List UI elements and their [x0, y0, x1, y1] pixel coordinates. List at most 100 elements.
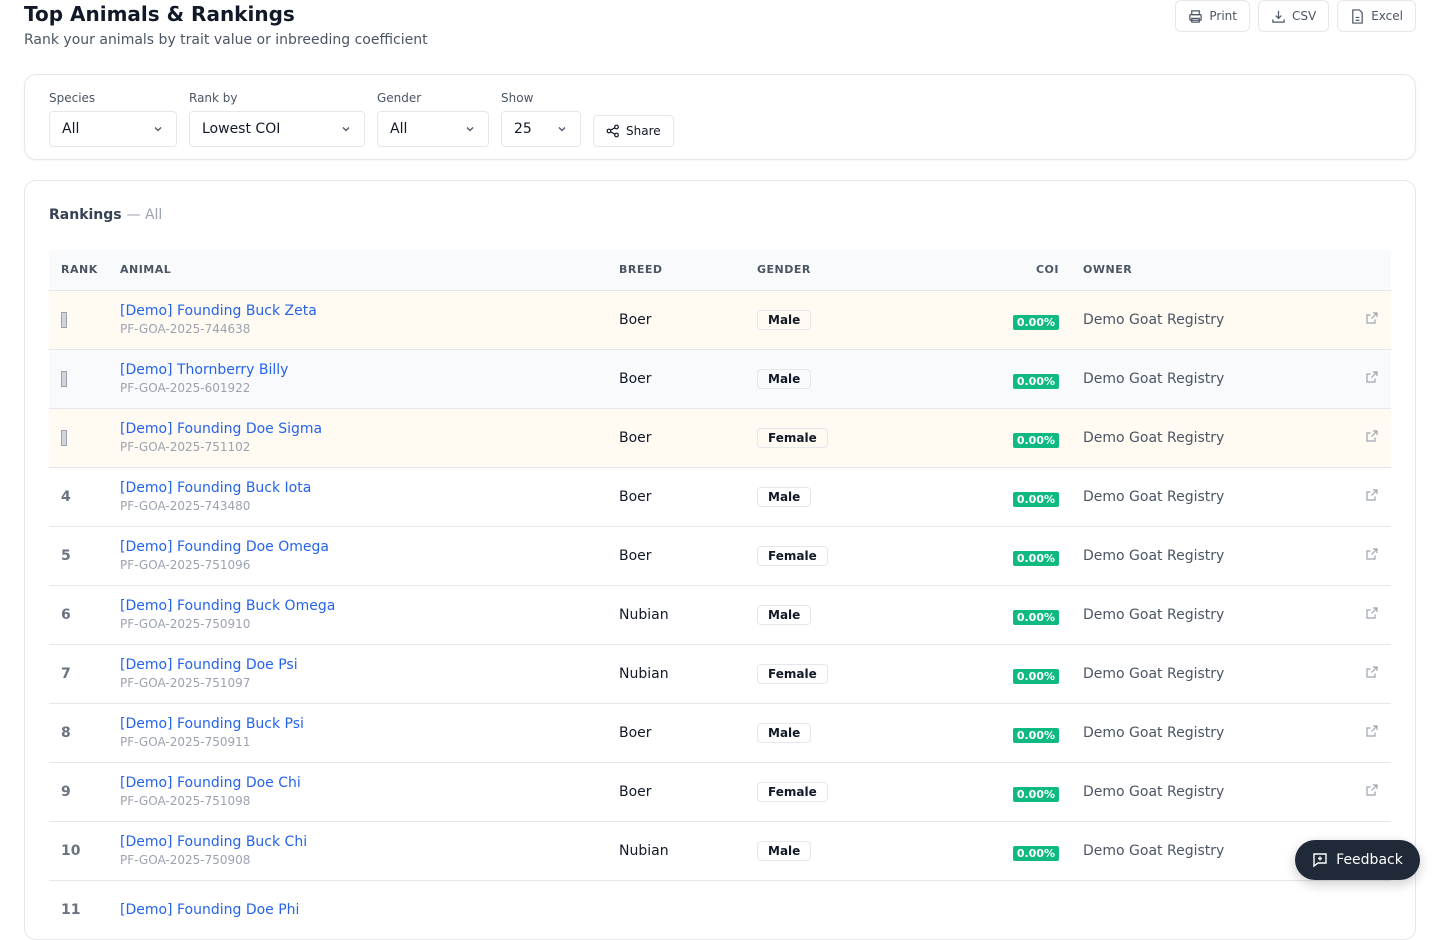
col-rank[interactable]: RANK — [49, 250, 120, 291]
gender-cell: Male — [757, 349, 935, 409]
animal-link[interactable]: [Demo] Thornberry Billy — [120, 362, 289, 378]
gender-cell: Female — [757, 644, 935, 704]
animal-link[interactable]: [Demo] Founding Doe Phi — [120, 901, 300, 918]
gender-badge: Male — [757, 604, 812, 625]
csv-button[interactable]: CSV — [1257, 0, 1330, 32]
rankings-card: Rankings — All RANK ANIMAL BREED GENDER … — [24, 180, 1416, 940]
external-link-icon[interactable] — [1365, 783, 1379, 797]
external-link-icon[interactable] — [1365, 665, 1379, 679]
show-filter: Show 25 — [501, 91, 581, 147]
animal-cell: [Demo] Founding Buck Psi PF-GOA-2025-7509… — [120, 703, 619, 763]
col-gender[interactable]: GENDER — [757, 250, 935, 291]
coi-cell — [935, 880, 1071, 940]
actions-cell — [1331, 644, 1391, 704]
animal-link[interactable]: [Demo] Founding Buck Zeta — [120, 303, 317, 319]
coi-cell: 0.00% — [935, 408, 1071, 468]
species-value: All — [62, 121, 80, 137]
print-button[interactable]: Print — [1175, 0, 1250, 32]
species-select[interactable]: All — [49, 111, 177, 147]
rankings-heading: Rankings — [49, 207, 122, 223]
external-link-icon[interactable] — [1365, 606, 1379, 620]
table-row[interactable]: 9 [Demo] Founding Doe Chi PF-GOA-2025-751… — [49, 762, 1391, 822]
feedback-button[interactable]: Feedback — [1295, 840, 1420, 880]
table-row[interactable]: 10 [Demo] Founding Buck Chi PF-GOA-2025-7… — [49, 821, 1391, 881]
rank-number: 5 — [61, 547, 71, 564]
table-row[interactable]: 11 [Demo] Founding Doe Phi — [49, 880, 1391, 940]
actions-cell — [1331, 703, 1391, 763]
animal-link[interactable]: [Demo] Founding Doe Sigma — [120, 421, 323, 437]
download-icon — [1272, 10, 1285, 23]
external-link-icon[interactable] — [1365, 370, 1379, 384]
rank-number: 6 — [61, 606, 71, 623]
animal-link[interactable]: [Demo] Founding Doe Chi — [120, 775, 301, 791]
gender-filter: Gender All — [377, 91, 489, 147]
table-row[interactable]: 6 [Demo] Founding Buck Omega PF-GOA-2025-… — [49, 585, 1391, 645]
actions-cell — [1331, 349, 1391, 409]
page-title: Top Animals & Rankings — [24, 2, 295, 26]
external-link-icon[interactable] — [1365, 724, 1379, 738]
breed-cell: Boer — [619, 290, 757, 350]
rank-cell — [49, 290, 120, 350]
col-coi[interactable]: COI — [935, 250, 1071, 291]
table-row[interactable]: [Demo] Founding Doe Sigma PF-GOA-2025-751… — [49, 408, 1391, 468]
gender-cell: Male — [757, 703, 935, 763]
breed-cell — [619, 880, 757, 940]
message-icon — [1313, 853, 1327, 868]
show-select[interactable]: 25 — [501, 111, 581, 147]
external-link-icon[interactable] — [1365, 429, 1379, 443]
gender-cell — [757, 880, 935, 940]
table-row[interactable]: 4 [Demo] Founding Buck Iota PF-GOA-2025-7… — [49, 467, 1391, 527]
actions-cell — [1331, 526, 1391, 586]
external-link-icon[interactable] — [1365, 488, 1379, 502]
animal-link[interactable]: [Demo] Founding Doe Psi — [120, 657, 298, 673]
animal-id: PF-GOA-2025-750908 — [120, 853, 251, 867]
table-row[interactable]: 8 [Demo] Founding Buck Psi PF-GOA-2025-75… — [49, 703, 1391, 763]
species-label: Species — [49, 91, 96, 105]
col-owner[interactable]: OWNER — [1071, 250, 1331, 291]
gender-select[interactable]: All — [377, 111, 489, 147]
table-row[interactable]: 5 [Demo] Founding Doe Omega PF-GOA-2025-7… — [49, 526, 1391, 586]
coi-cell: 0.00% — [935, 349, 1071, 409]
coi-badge: 0.00% — [1012, 551, 1059, 566]
animal-link[interactable]: [Demo] Founding Doe Omega — [120, 539, 329, 555]
show-value: 25 — [514, 121, 532, 137]
col-animal[interactable]: ANIMAL — [120, 250, 619, 291]
file-spreadsheet-icon — [1352, 8, 1363, 24]
coi-badge: 0.00% — [1012, 374, 1059, 389]
share-button[interactable]: Share — [593, 115, 674, 147]
animal-link[interactable]: [Demo] Founding Buck Chi — [120, 834, 308, 850]
chevron-down-icon — [342, 127, 350, 132]
rank-cell: 10 — [49, 821, 120, 881]
rank-label: Rank by — [189, 91, 238, 105]
animal-id: PF-GOA-2025-751098 — [120, 794, 251, 808]
table-row[interactable]: [Demo] Founding Buck Zeta PF-GOA-2025-744… — [49, 290, 1391, 350]
rankings-table: RANK ANIMAL BREED GENDER COI OWNER [Demo… — [49, 250, 1391, 940]
rank-cell: 7 — [49, 644, 120, 704]
rank-cell: 4 — [49, 467, 120, 527]
owner-cell: Demo Goat Registry — [1071, 585, 1331, 645]
col-breed[interactable]: BREED — [619, 250, 757, 291]
chevron-down-icon — [154, 127, 162, 132]
animal-id: PF-GOA-2025-750911 — [120, 735, 251, 749]
animal-link[interactable]: [Demo] Founding Buck Iota — [120, 480, 312, 496]
animal-cell: [Demo] Founding Doe Chi PF-GOA-2025-75109… — [120, 762, 619, 822]
table-row[interactable]: [Demo] Thornberry Billy PF-GOA-2025-60192… — [49, 349, 1391, 409]
feedback-label: Feedback — [1336, 852, 1403, 868]
animal-link[interactable]: [Demo] Founding Buck Omega — [120, 598, 336, 614]
rank-number: 10 — [61, 842, 81, 859]
excel-button[interactable]: Excel — [1337, 0, 1416, 32]
breed-cell: Boer — [619, 408, 757, 468]
breed-cell: Nubian — [619, 585, 757, 645]
actions-cell — [1331, 762, 1391, 822]
external-link-icon[interactable] — [1365, 547, 1379, 561]
rank-select[interactable]: Lowest COI — [189, 111, 365, 147]
printer-icon — [1189, 9, 1203, 23]
rank-cell: 5 — [49, 526, 120, 586]
owner-cell — [1071, 880, 1331, 940]
animal-link[interactable]: [Demo] Founding Buck Psi — [120, 716, 304, 732]
gender-cell: Female — [757, 526, 935, 586]
animal-cell: [Demo] Founding Buck Omega PF-GOA-2025-75… — [120, 585, 619, 645]
external-link-icon[interactable] — [1365, 311, 1379, 325]
table-row[interactable]: 7 [Demo] Founding Doe Psi PF-GOA-2025-751… — [49, 644, 1391, 704]
rank-cell: 8 — [49, 703, 120, 763]
